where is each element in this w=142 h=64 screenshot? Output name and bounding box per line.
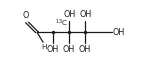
Text: OH: OH — [112, 28, 124, 37]
Text: OH: OH — [79, 45, 91, 54]
Text: OH: OH — [47, 45, 59, 54]
Text: H: H — [41, 44, 46, 50]
Text: OH: OH — [64, 10, 76, 19]
Text: OH: OH — [80, 10, 92, 19]
Text: $^{13}$C: $^{13}$C — [55, 18, 68, 29]
Text: O: O — [23, 11, 29, 20]
Text: OH: OH — [63, 45, 75, 54]
